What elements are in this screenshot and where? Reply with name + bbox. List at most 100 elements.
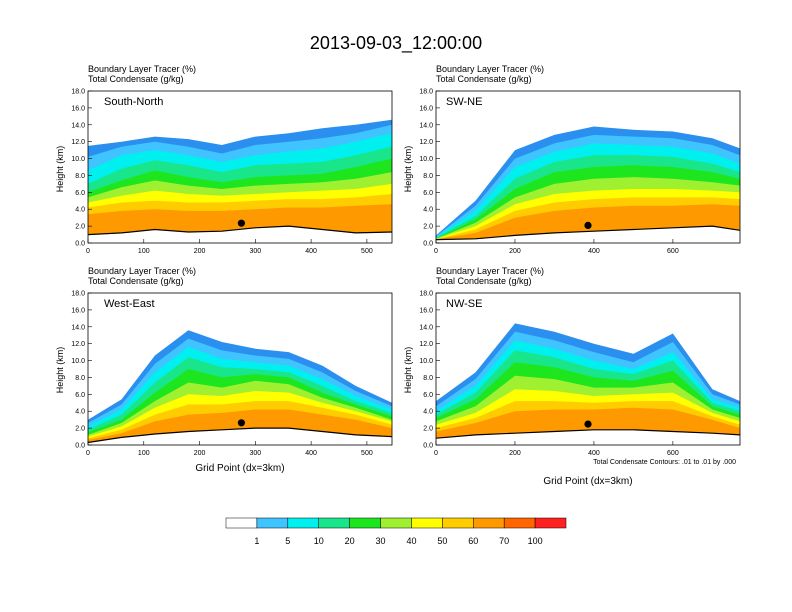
panel-2-xtick-label: 0 bbox=[434, 248, 438, 255]
panel-3-xtick-label: 200 bbox=[194, 450, 206, 457]
panel-1-fill-level-100 bbox=[88, 204, 392, 235]
contour-note: Total Condensate Contours: .01 to .01 by… bbox=[593, 459, 736, 466]
panel-1-xtick-label: 200 bbox=[194, 248, 206, 255]
panel-3-ytick-label: 4.0 bbox=[75, 409, 85, 416]
colorbar-label: 5 bbox=[285, 536, 290, 546]
panel-4-label: NW-SE bbox=[446, 298, 482, 310]
panel-3-xtick-label: 0 bbox=[86, 450, 90, 457]
panel-1-ytick-label: 6.0 bbox=[75, 190, 85, 197]
colorbar-swatch bbox=[380, 517, 412, 529]
colorbar-swatch bbox=[349, 517, 381, 529]
panel-1-ytick-label: 8.0 bbox=[75, 173, 85, 180]
panel-4-xtick-label: 200 bbox=[509, 450, 521, 457]
panel-4-ytick-label: 14.0 bbox=[419, 324, 433, 331]
panel-3-xtick-label: 300 bbox=[249, 450, 261, 457]
panel-2-ylabel: Height (km) bbox=[403, 146, 413, 193]
panel-4-ytick-label: 8.0 bbox=[423, 375, 433, 382]
panel-4-xtick-label: 400 bbox=[588, 450, 600, 457]
panel-4-xlabel: Grid Point (dx=3km) bbox=[543, 476, 632, 487]
figure-title: 2013-09-03_12:00:00 bbox=[310, 33, 482, 54]
panel-1-subtitle-tracer: Boundary Layer Tracer (%) bbox=[88, 64, 196, 74]
panel-1-ytick-label: 10.0 bbox=[71, 156, 85, 163]
panel-1-ytick-label: 0.0 bbox=[75, 241, 85, 248]
colorbar-label: 70 bbox=[499, 536, 509, 546]
panel-3-xtick-label: 500 bbox=[361, 450, 373, 457]
panel-4-subtitle-condensate: Total Condensate (g/kg) bbox=[436, 276, 532, 286]
panel-3-ytick-label: 12.0 bbox=[71, 341, 85, 348]
colorbar-label: 30 bbox=[376, 536, 386, 546]
panel-4-frame bbox=[435, 292, 741, 446]
panel-3-ytick-label: 8.0 bbox=[75, 375, 85, 382]
panel-south-north: 0.0 2.0 4.0 6.0 8.0 10.0 12.0 14.0 16.0 18.0 0 100 2… bbox=[71, 89, 393, 255]
colorbar-swatch bbox=[256, 517, 289, 529]
panel-4-location-marker bbox=[584, 420, 592, 428]
panel-1-subtitle-condensate: Total Condensate (g/kg) bbox=[88, 74, 184, 84]
panel-2-ytick-label: 16.0 bbox=[419, 105, 433, 112]
panel-4-ytick-label: 0.0 bbox=[423, 443, 433, 450]
panel-3-ytick-label: 6.0 bbox=[75, 392, 85, 399]
panel-3-xtick-label: 400 bbox=[305, 450, 317, 457]
panel-4-ytick-label: 6.0 bbox=[423, 392, 433, 399]
panel-3-frame bbox=[87, 292, 393, 446]
panel-1-ytick-label: 4.0 bbox=[75, 207, 85, 214]
panel-3-xtick-label: 100 bbox=[138, 450, 150, 457]
colorbar-swatch bbox=[534, 517, 567, 529]
colorbar-swatch bbox=[287, 517, 319, 529]
panel-4-ylabel: Height (km) bbox=[403, 347, 413, 394]
panel-1-ytick-label: 16.0 bbox=[71, 105, 85, 112]
panel-2-xtick-label: 200 bbox=[509, 248, 521, 255]
panel-3-ylabel: Height (km) bbox=[55, 347, 65, 394]
panel-2-label: SW-NE bbox=[446, 96, 482, 108]
panel-1-xtick-label: 400 bbox=[305, 248, 317, 255]
panel-1-terrain-line bbox=[87, 225, 393, 236]
colorbar-swatch bbox=[503, 517, 536, 529]
panel-3-ytick-label: 10.0 bbox=[71, 358, 85, 365]
panel-1-xtick-label: 0 bbox=[86, 248, 90, 255]
panel-2-ytick-label: 2.0 bbox=[423, 224, 433, 231]
panel-4-ytick-label: 2.0 bbox=[423, 426, 433, 433]
panel-nw-se: 0.0 2.0 4.0 6.0 8.0 10.0 12.0 14.0 16.0 18.0 0 200 4… bbox=[419, 291, 741, 457]
panel-2-terrain-line bbox=[435, 225, 741, 241]
panel-3-terrain-line bbox=[87, 427, 393, 444]
panel-3-subtitle-tracer: Boundary Layer Tracer (%) bbox=[88, 266, 196, 276]
panel-west-east: 0.0 2.0 4.0 6.0 8.0 10.0 12.0 14.0 16.0 18.0 0 100 2… bbox=[71, 291, 393, 457]
panel-2-xtick-label: 600 bbox=[667, 248, 679, 255]
colorbar-label: 20 bbox=[345, 536, 355, 546]
panel-3-ytick-label: 18.0 bbox=[71, 291, 85, 298]
panel-4-ytick-label: 12.0 bbox=[419, 341, 433, 348]
panel-1-ytick-label: 14.0 bbox=[71, 122, 85, 129]
panel-1-frame bbox=[87, 90, 393, 244]
colorbar-label: 60 bbox=[468, 536, 478, 546]
panel-2-subtitle-tracer: Boundary Layer Tracer (%) bbox=[436, 64, 544, 74]
colorbar-label: 50 bbox=[437, 536, 447, 546]
panel-2-ytick-label: 12.0 bbox=[419, 139, 433, 146]
panel-2-ytick-label: 8.0 bbox=[423, 173, 433, 180]
colorbar-label: 1 bbox=[254, 536, 259, 546]
panel-2-terrain-fill bbox=[436, 226, 740, 243]
panel-4-subtitle-tracer: Boundary Layer Tracer (%) bbox=[436, 266, 544, 276]
panel-3-ytick-label: 14.0 bbox=[71, 324, 85, 331]
colorbar-swatch bbox=[318, 517, 350, 529]
panel-2-ytick-label: 14.0 bbox=[419, 122, 433, 129]
colorbar: 1 5 10 20 30 40 50 60 70 100 bbox=[225, 517, 567, 546]
panel-4-xtick-label: 0 bbox=[434, 450, 438, 457]
panel-3-location-marker bbox=[237, 419, 245, 427]
panel-2-ytick-label: 6.0 bbox=[423, 190, 433, 197]
panel-2-ytick-label: 0.0 bbox=[423, 241, 433, 248]
panel-4-ytick-label: 10.0 bbox=[419, 358, 433, 365]
panel-1-xtick-label: 100 bbox=[138, 248, 150, 255]
panel-3-xlabel: Grid Point (dx=3km) bbox=[195, 463, 284, 474]
colorbar-label: 40 bbox=[406, 536, 416, 546]
panel-3-ytick-label: 0.0 bbox=[75, 443, 85, 450]
panel-4-ytick-label: 18.0 bbox=[419, 291, 433, 298]
panel-2-subtitle-condensate: Total Condensate (g/kg) bbox=[436, 74, 532, 84]
panel-3-ytick-label: 16.0 bbox=[71, 307, 85, 314]
panel-1-ytick-label: 12.0 bbox=[71, 139, 85, 146]
panel-sw-ne: 0.0 2.0 4.0 6.0 8.0 10.0 12.0 14.0 16.0 18.0 0 200 4… bbox=[419, 89, 741, 255]
panel-4-ytick-label: 16.0 bbox=[419, 307, 433, 314]
colorbar-swatch bbox=[442, 517, 474, 529]
panel-1-xtick-label: 300 bbox=[249, 248, 261, 255]
panel-2-ytick-label: 4.0 bbox=[423, 207, 433, 214]
panel-4-xtick-label: 600 bbox=[667, 450, 679, 457]
